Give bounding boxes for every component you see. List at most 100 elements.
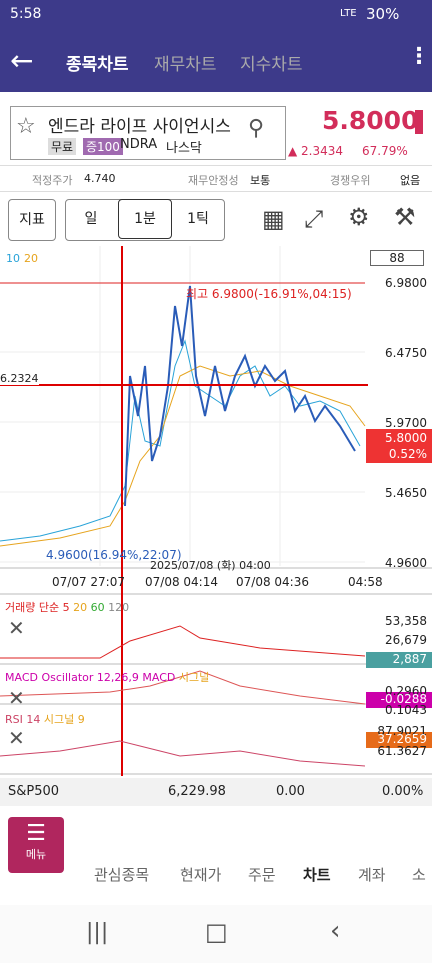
tick: 0.2960 xyxy=(385,684,427,698)
tag: 무료 xyxy=(48,138,77,155)
info-label: 적정주가 xyxy=(32,174,73,187)
back-nav[interactable]: ‹ xyxy=(330,916,341,946)
rsi-trace xyxy=(0,740,366,767)
favorite-star[interactable]: ☆ xyxy=(16,114,36,139)
title: 거래량 단순 xyxy=(5,601,60,614)
ma-label: 10 xyxy=(6,252,20,265)
price-tick: 6.9800 xyxy=(385,276,427,290)
ticker: NDRA xyxy=(120,137,158,152)
volume-trace xyxy=(0,625,366,659)
recent-button[interactable]: ||| xyxy=(86,920,109,945)
low-label: 4.9600(16.94%,22:07) xyxy=(46,548,182,562)
menu-icon: ☰ xyxy=(26,821,46,846)
last: -0.0288 xyxy=(380,692,427,706)
ticker-name: S&P500 xyxy=(8,784,60,799)
button[interactable]: 1분 xyxy=(118,199,172,239)
close[interactable]: ✕ xyxy=(8,686,25,710)
last-box xyxy=(366,732,432,748)
nav-item[interactable]: 주문 xyxy=(248,866,276,884)
signal: 시그널 xyxy=(178,671,210,684)
tag: 증100 xyxy=(83,138,123,155)
price-trace xyxy=(124,285,356,507)
more-button[interactable]: ⋮ xyxy=(408,44,430,69)
expand-icon[interactable]: ⤢ xyxy=(304,205,324,233)
tick: 61.3627 xyxy=(377,744,427,758)
cross-time: 2025/07/08 (화) 04:00 xyxy=(150,559,271,572)
tab[interactable]: 지수차트 xyxy=(240,55,303,75)
time-tick: 07/08 04:36 xyxy=(236,575,309,589)
stock-name: 엔드라 라이프 사이언시스 xyxy=(48,117,231,137)
info-value: 보통 xyxy=(250,174,271,187)
ticker-value: 6,229.98 xyxy=(168,784,226,799)
menu-button[interactable]: ☰ 메뉴 xyxy=(8,817,64,873)
title: RSI 14 xyxy=(5,713,41,726)
button[interactable]: 지표 xyxy=(8,199,56,241)
info-label: 재무안정성 xyxy=(188,174,239,187)
top-bar xyxy=(0,0,432,92)
network: LTE xyxy=(340,8,357,19)
price-bar xyxy=(415,110,423,134)
button[interactable]: 1틱 xyxy=(187,211,209,227)
count: 88 xyxy=(370,250,424,266)
time-tick: 07/07 27:07 xyxy=(52,575,125,589)
high-label: 최고 6.9800(-16.91%,04:15) xyxy=(186,287,352,301)
tick: 87.9021 xyxy=(377,724,427,738)
ma: 5 xyxy=(62,601,70,614)
ma-line xyxy=(0,339,361,542)
panel-title: 거래량 단순 5 20 60 120 xyxy=(5,599,129,615)
tools-icon[interactable]: ⚒ xyxy=(394,203,416,231)
ma-label: 20 xyxy=(24,252,38,265)
nav-item[interactable]: 소 xyxy=(412,866,426,884)
tab[interactable]: 종목차트 xyxy=(66,55,129,75)
title: MACD Oscillator 12,26,9 xyxy=(5,671,139,684)
tab[interactable]: 재무차트 xyxy=(154,55,217,75)
tick: 26,679 xyxy=(385,633,427,647)
last-pct: 0.52% xyxy=(388,447,427,461)
info-value: 없음 xyxy=(400,174,421,187)
panel-title: MACD Oscillator 12,26,9 MACD 시그널 xyxy=(5,669,209,685)
last-price-box xyxy=(366,429,432,463)
close[interactable]: ✕ xyxy=(8,726,25,750)
menu-label: 메뉴 xyxy=(25,848,47,861)
change-pct: 67.79% xyxy=(362,144,408,158)
time-tick: 04:58 xyxy=(348,575,383,589)
macd-trace xyxy=(0,670,366,705)
info-row xyxy=(0,165,432,192)
ma: 20 xyxy=(73,601,88,614)
close[interactable]: ✕ xyxy=(8,616,25,640)
info-label: 경쟁우위 xyxy=(330,174,371,187)
macd: MACD xyxy=(142,671,176,684)
system-nav xyxy=(0,905,432,963)
ticker-change: 0.00 xyxy=(276,784,305,799)
info-value: 4.740 xyxy=(84,172,116,185)
nav-item[interactable]: 차트 xyxy=(303,866,331,884)
search[interactable]: ⚲ xyxy=(248,116,265,141)
change: ▲ 2.3434 xyxy=(288,144,344,158)
last: 2,887 xyxy=(392,652,427,666)
market: 나스닥 xyxy=(166,141,202,156)
ma: 120 xyxy=(108,601,130,614)
battery: 30% xyxy=(366,5,400,23)
last-box xyxy=(366,652,432,668)
time: 5:58 xyxy=(10,6,42,22)
ma-line xyxy=(0,365,366,547)
button[interactable]: 일 xyxy=(84,211,98,227)
back-button[interactable]: ← xyxy=(10,44,34,77)
stock-box[interactable] xyxy=(10,106,286,160)
settings-icon[interactable]: ⚙ xyxy=(348,203,370,231)
panel-title: RSI 14 시그널 9 xyxy=(5,711,85,727)
nav-item[interactable]: 현재가 xyxy=(180,866,222,884)
price-tick: 5.4650 xyxy=(385,486,427,500)
price-tick: 4.9600 xyxy=(385,556,427,570)
nav-item[interactable]: 관심종목 xyxy=(94,866,150,884)
ticker-row xyxy=(0,778,432,806)
nav-item[interactable]: 계좌 xyxy=(358,866,386,884)
last-box xyxy=(366,692,432,708)
price: 5.8000 xyxy=(322,106,419,135)
tick: 53,358 xyxy=(385,614,427,628)
last-price: 5.8000 xyxy=(385,431,427,445)
home-button[interactable]: □ xyxy=(205,918,228,946)
time-tick: 07/08 04:14 xyxy=(145,575,218,589)
layout-icon[interactable]: ▦ xyxy=(262,205,285,233)
signal: 시그널 9 xyxy=(43,713,85,726)
